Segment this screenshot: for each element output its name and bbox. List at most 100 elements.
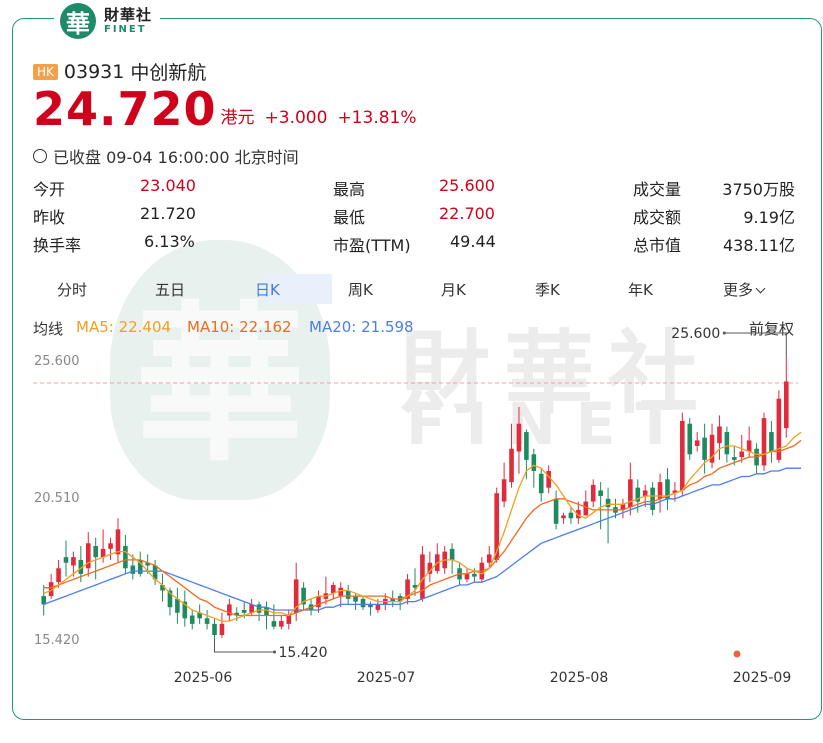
candle-body [561,515,566,519]
low-annotation-dot [273,650,277,654]
tab-yearly-k[interactable]: 年K [628,281,653,299]
candle-body [100,548,106,558]
candle-body [93,546,98,558]
stats-table: 今开 23.040 最高 25.600 成交量 3750万股 昨收 21.720… [33,176,798,260]
candle-body [657,482,663,499]
candle-body [702,437,707,460]
candle-body [776,398,782,460]
brand-logo: 華 財華社 FINET [54,0,161,42]
candle-body [732,457,737,460]
high-annotation-line [724,332,787,357]
ma-label: 均线 [33,320,64,338]
x-tick-label: 2025-08 [550,670,609,686]
tab-five-day[interactable]: 五日 [155,281,186,299]
candle-body [78,559,84,574]
stock-name: 中创新航 [130,62,207,84]
candle-body [197,612,202,619]
tab-more-label: 更多 [723,281,754,299]
tab-daily-k[interactable]: 日K [255,281,280,299]
x-tick-label: 2025-06 [174,670,233,686]
candle-body [41,596,47,605]
y-tick-label: 15.420 [34,633,80,648]
candle-body [538,473,544,494]
stat-label: 今开 [33,180,66,199]
candle-body [472,573,477,577]
stock-header: HK 03931 中创新航 [33,58,206,85]
ma10-value: MA10: 22.162 [187,318,292,336]
stat-value: 6.13% [144,232,195,251]
candle-body [650,487,655,510]
candle-body [115,529,121,555]
candle-body [137,559,143,574]
candle-body [249,604,254,613]
stat-row: 换手率 6.13% 市盈(TTM) 49.44 总市值 438.11亿 [33,232,798,260]
candle-body [256,604,262,613]
candle-body [123,546,128,569]
candle-body [368,604,373,608]
candle-body [405,579,410,599]
candle-body [360,598,366,608]
candle-body [219,623,225,635]
candle-body [746,440,752,452]
candle-body [665,479,670,499]
x-tick-label: 2025-07 [357,670,416,686]
tab-quarterly-k[interactable]: 季K [535,281,560,299]
candle-body [234,612,240,616]
stat-label: 成交量 [633,180,682,199]
candle-body [501,479,507,502]
candle-body [464,573,470,580]
candle-body [301,587,306,605]
candle-body [486,554,492,563]
candle-body [189,615,195,624]
candle-body [694,440,700,446]
tab-weekly-k[interactable]: 周K [348,281,373,299]
candle-body [628,479,633,508]
tab-more[interactable]: 更多 [721,279,766,300]
candle-body [316,596,321,608]
candle-body [509,448,514,483]
stat-value: 49.44 [450,232,496,251]
candle-body [204,618,210,624]
active-tab-highlight [264,274,332,304]
low-annotation-line [214,640,275,653]
candle-body [167,590,173,608]
candle-body [568,512,574,519]
tab-intraday[interactable]: 分时 [57,281,88,299]
candle-body [271,621,277,627]
candle-body [553,498,559,524]
stat-value: 3750万股 [722,180,795,199]
candle-body [279,621,284,627]
candle-body [427,562,433,574]
live-marker-dot [733,650,741,658]
stat-row: 昨收 21.720 最低 22.700 成交额 9.19亿 [33,204,798,232]
stat-label: 总市值 [633,236,682,255]
brand-name-cn: 財華社 [104,5,153,24]
candle-body [420,554,425,599]
candle-body [531,454,537,471]
x-tick-label: 2025-09 [733,670,792,686]
candle-body [182,601,188,619]
stat-value: 21.720 [140,204,196,223]
candle-body [449,548,455,560]
candle-body [672,490,678,494]
y-tick-label: 20.510 [34,491,80,506]
candle-body [293,579,299,613]
candle-body [212,623,217,635]
market-status: 已收盘 09-04 16:00:00 北京时间 [33,144,299,168]
candle-body [338,587,344,597]
candle-body [717,426,722,444]
tab-monthly-k[interactable]: 月K [441,281,466,299]
candle-body [412,584,418,588]
ma20-line [43,467,802,611]
candle-body [642,490,648,496]
price-change: +3.000 [264,108,328,128]
candle-body [390,598,396,602]
candle-body [286,615,292,624]
candle-body [576,509,581,519]
price-row: 24.720 港元 +3.000 +13.81% [33,86,417,132]
last-price: 24.720 [33,82,217,136]
candle-body [783,381,789,429]
brand-name-en: FINET [104,23,147,35]
stat-label: 最低 [333,208,366,227]
